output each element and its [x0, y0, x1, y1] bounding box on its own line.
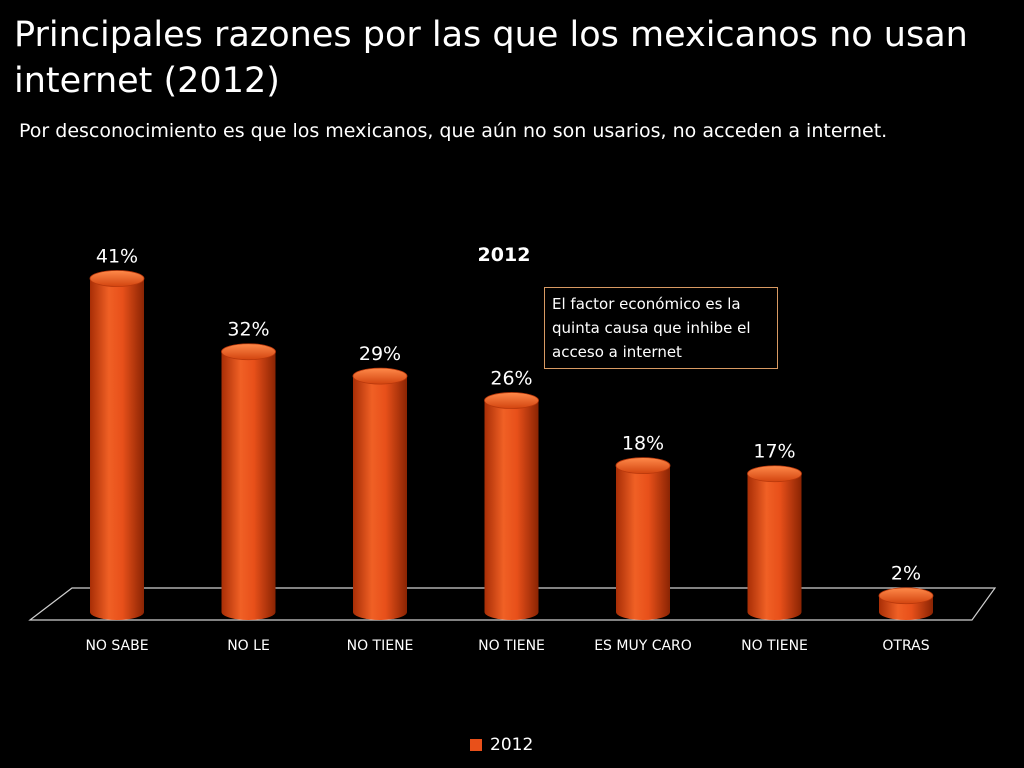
bar-body: [353, 376, 407, 620]
data-label: 18%: [622, 433, 664, 455]
bar-6: [878, 587, 934, 620]
chart-floor-plane: [28, 587, 997, 621]
bar-top: [89, 270, 145, 287]
bar-top: [747, 465, 802, 483]
chart-bars: [89, 270, 934, 620]
category-label: RAZONES: [872, 659, 940, 660]
category-label: USARLA: [89, 659, 146, 660]
data-label: 32%: [227, 319, 269, 341]
bar-top: [615, 457, 671, 475]
bar-body: [484, 400, 539, 620]
category-label: OTRAS: [882, 638, 929, 654]
bar-5: [747, 465, 802, 620]
bar-chart: 41% 32% 29% 26% 18% 17% 2% NO SABE USARLA NO LE I…: [28, 246, 997, 660]
chart-title: 2012: [477, 244, 531, 266]
bar-4: [615, 457, 671, 620]
chart-data-labels: 41% 32% 29% 26% 18% 17% 2%: [96, 246, 921, 585]
bar-top: [878, 587, 934, 605]
page-subtitle: Por desconocimiento es que los mexicanos…: [19, 120, 888, 142]
data-label: 26%: [490, 368, 532, 390]
chart-legend: 2012: [470, 734, 533, 756]
data-label: 41%: [96, 246, 138, 268]
data-label: 2%: [891, 563, 921, 585]
data-label: 17%: [753, 441, 795, 463]
bar-body: [747, 473, 802, 620]
category-label: NO LE: [227, 638, 270, 654]
bar-body: [616, 465, 670, 620]
legend-swatch: [470, 739, 482, 751]
bar-body: [221, 351, 276, 620]
legend-label: 2012: [490, 735, 534, 755]
bar-0: [89, 270, 145, 620]
callout-note: El factor económico es la quinta causa q…: [544, 287, 778, 369]
category-label: NO TIENE: [347, 638, 414, 654]
category-label: COMPU: [354, 659, 406, 660]
category-label: ES MUY CARO: [594, 638, 692, 654]
category-label: NO SABE: [85, 638, 148, 654]
bar-top: [352, 367, 408, 385]
category-label: INTERESA: [214, 659, 284, 660]
chart-floor: [28, 587, 997, 621]
category-label: TIEMPO: [747, 659, 801, 660]
category-label: NO TIENE: [478, 638, 545, 654]
bar-top: [221, 343, 276, 361]
bar-1: [221, 343, 276, 620]
bar-2: [352, 367, 408, 620]
category-label: NO TIENE: [741, 638, 808, 654]
chart-category-labels: NO SABE USARLA NO LE INTERESA NO TIENE COMPU N…: [85, 638, 939, 660]
bar-3: [484, 392, 539, 620]
page-title: Principales razones por las que los mexi…: [14, 15, 968, 101]
bar-top: [484, 392, 539, 409]
bar-body: [90, 278, 144, 620]
data-label: 29%: [359, 343, 401, 365]
category-label: INTERNET: [477, 659, 547, 660]
